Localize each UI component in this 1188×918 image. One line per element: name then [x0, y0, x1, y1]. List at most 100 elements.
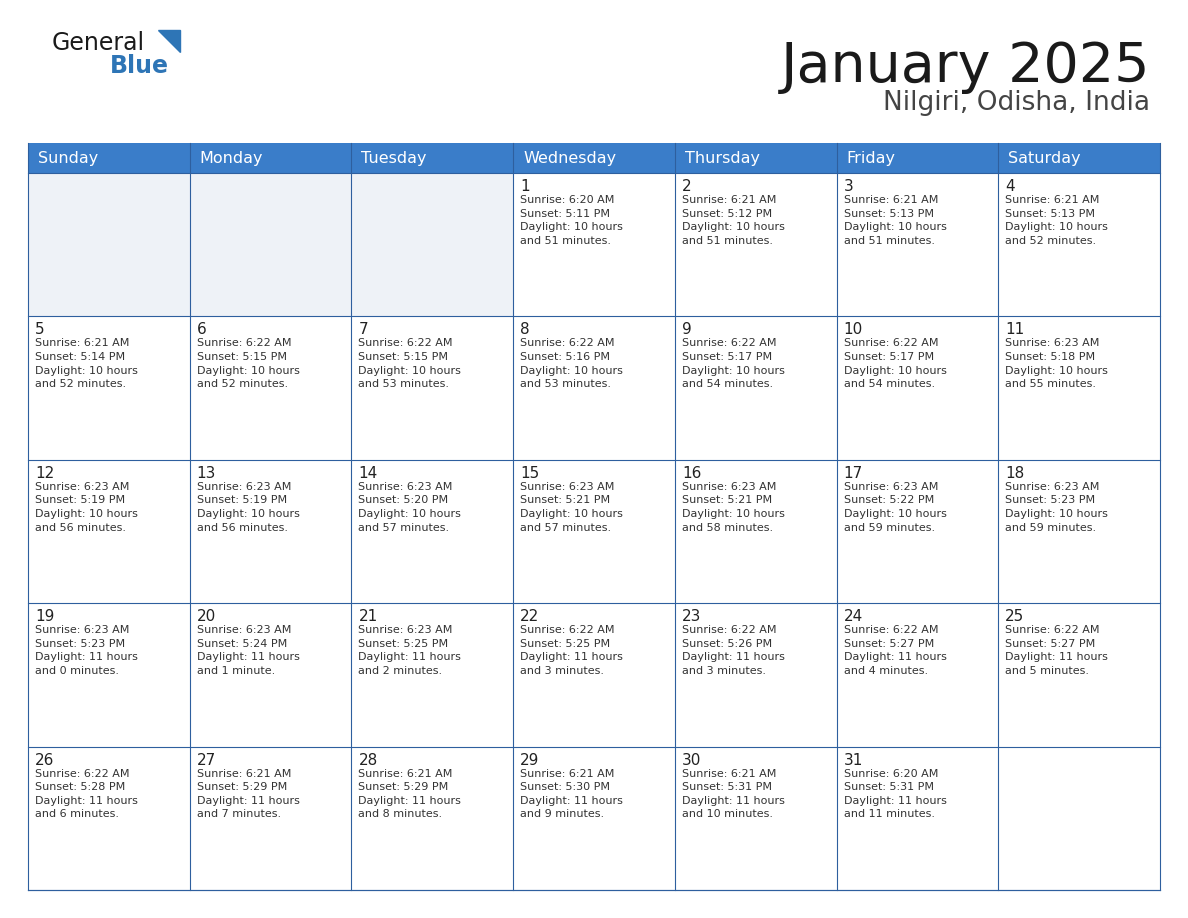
Text: Sunrise: 6:22 AM
Sunset: 5:25 PM
Daylight: 11 hours
and 3 minutes.: Sunrise: 6:22 AM Sunset: 5:25 PM Dayligh…	[520, 625, 623, 676]
Bar	[29, 173, 190, 317]
Text: 22: 22	[520, 610, 539, 624]
Text: Sunrise: 6:22 AM
Sunset: 5:15 PM
Daylight: 10 hours
and 53 minutes.: Sunrise: 6:22 AM Sunset: 5:15 PM Dayligh…	[359, 339, 461, 389]
Text: Sunrise: 6:21 AM
Sunset: 5:13 PM
Daylight: 10 hours
and 51 minutes.: Sunrise: 6:21 AM Sunset: 5:13 PM Dayligh…	[843, 195, 947, 246]
Text: Sunrise: 6:21 AM
Sunset: 5:29 PM
Daylight: 11 hours
and 7 minutes.: Sunrise: 6:21 AM Sunset: 5:29 PM Dayligh…	[197, 768, 299, 820]
Text: 28: 28	[359, 753, 378, 767]
Bar	[29, 603, 190, 746]
Text: 9: 9	[682, 322, 691, 338]
Bar	[513, 317, 675, 460]
Text: Sunrise: 6:21 AM
Sunset: 5:13 PM
Daylight: 10 hours
and 52 minutes.: Sunrise: 6:21 AM Sunset: 5:13 PM Dayligh…	[1005, 195, 1108, 246]
Text: Sunrise: 6:21 AM
Sunset: 5:29 PM
Daylight: 11 hours
and 8 minutes.: Sunrise: 6:21 AM Sunset: 5:29 PM Dayligh…	[359, 768, 461, 820]
Text: Sunrise: 6:23 AM
Sunset: 5:23 PM
Daylight: 10 hours
and 59 minutes.: Sunrise: 6:23 AM Sunset: 5:23 PM Dayligh…	[1005, 482, 1108, 532]
Text: 10: 10	[843, 322, 862, 338]
Text: 6: 6	[197, 322, 207, 338]
Bar	[836, 746, 998, 890]
Text: Blue: Blue	[110, 54, 169, 78]
Text: 13: 13	[197, 465, 216, 481]
Bar	[513, 460, 675, 603]
Text: Sunrise: 6:23 AM
Sunset: 5:25 PM
Daylight: 11 hours
and 2 minutes.: Sunrise: 6:23 AM Sunset: 5:25 PM Dayligh…	[359, 625, 461, 676]
Bar	[190, 317, 352, 460]
Bar	[29, 317, 190, 460]
Bar	[998, 460, 1159, 603]
Text: Sunrise: 6:23 AM
Sunset: 5:19 PM
Daylight: 10 hours
and 56 minutes.: Sunrise: 6:23 AM Sunset: 5:19 PM Dayligh…	[34, 482, 138, 532]
Text: 31: 31	[843, 753, 862, 767]
Text: 5: 5	[34, 322, 45, 338]
Bar	[190, 173, 352, 317]
Text: Sunrise: 6:22 AM
Sunset: 5:28 PM
Daylight: 11 hours
and 6 minutes.: Sunrise: 6:22 AM Sunset: 5:28 PM Dayligh…	[34, 768, 138, 820]
Text: Sunrise: 6:22 AM
Sunset: 5:27 PM
Daylight: 11 hours
and 4 minutes.: Sunrise: 6:22 AM Sunset: 5:27 PM Dayligh…	[843, 625, 947, 676]
Text: Sunrise: 6:22 AM
Sunset: 5:16 PM
Daylight: 10 hours
and 53 minutes.: Sunrise: 6:22 AM Sunset: 5:16 PM Dayligh…	[520, 339, 623, 389]
Bar	[513, 173, 675, 317]
Text: 19: 19	[34, 610, 55, 624]
Text: Sunrise: 6:23 AM
Sunset: 5:19 PM
Daylight: 10 hours
and 56 minutes.: Sunrise: 6:23 AM Sunset: 5:19 PM Dayligh…	[197, 482, 299, 532]
Text: 15: 15	[520, 465, 539, 481]
Text: 27: 27	[197, 753, 216, 767]
Text: Monday: Monday	[200, 151, 264, 165]
Text: Thursday: Thursday	[684, 151, 760, 165]
Text: 24: 24	[843, 610, 862, 624]
Bar	[29, 143, 1159, 173]
Text: 23: 23	[682, 610, 701, 624]
Bar	[190, 603, 352, 746]
Text: Sunrise: 6:22 AM
Sunset: 5:15 PM
Daylight: 10 hours
and 52 minutes.: Sunrise: 6:22 AM Sunset: 5:15 PM Dayligh…	[197, 339, 299, 389]
Text: Sunrise: 6:23 AM
Sunset: 5:24 PM
Daylight: 11 hours
and 1 minute.: Sunrise: 6:23 AM Sunset: 5:24 PM Dayligh…	[197, 625, 299, 676]
Text: Sunrise: 6:23 AM
Sunset: 5:21 PM
Daylight: 10 hours
and 57 minutes.: Sunrise: 6:23 AM Sunset: 5:21 PM Dayligh…	[520, 482, 623, 532]
Bar	[675, 460, 836, 603]
Text: Sunrise: 6:23 AM
Sunset: 5:21 PM
Daylight: 10 hours
and 58 minutes.: Sunrise: 6:23 AM Sunset: 5:21 PM Dayligh…	[682, 482, 785, 532]
Text: Sunrise: 6:20 AM
Sunset: 5:11 PM
Daylight: 10 hours
and 51 minutes.: Sunrise: 6:20 AM Sunset: 5:11 PM Dayligh…	[520, 195, 623, 246]
Text: 14: 14	[359, 465, 378, 481]
Text: Sunday: Sunday	[38, 151, 99, 165]
Text: 4: 4	[1005, 179, 1015, 194]
Text: Sunrise: 6:21 AM
Sunset: 5:12 PM
Daylight: 10 hours
and 51 minutes.: Sunrise: 6:21 AM Sunset: 5:12 PM Dayligh…	[682, 195, 785, 246]
Text: 25: 25	[1005, 610, 1024, 624]
Bar	[998, 173, 1159, 317]
Text: 16: 16	[682, 465, 701, 481]
Bar	[29, 460, 190, 603]
Bar	[998, 603, 1159, 746]
Bar	[836, 460, 998, 603]
Text: 21: 21	[359, 610, 378, 624]
Text: 20: 20	[197, 610, 216, 624]
Text: Wednesday: Wednesday	[523, 151, 617, 165]
Bar	[998, 317, 1159, 460]
Bar	[513, 603, 675, 746]
Text: Sunrise: 6:22 AM
Sunset: 5:17 PM
Daylight: 10 hours
and 54 minutes.: Sunrise: 6:22 AM Sunset: 5:17 PM Dayligh…	[682, 339, 785, 389]
Text: 8: 8	[520, 322, 530, 338]
Text: 11: 11	[1005, 322, 1024, 338]
Text: Sunrise: 6:21 AM
Sunset: 5:30 PM
Daylight: 11 hours
and 9 minutes.: Sunrise: 6:21 AM Sunset: 5:30 PM Dayligh…	[520, 768, 623, 820]
Text: 17: 17	[843, 465, 862, 481]
Polygon shape	[158, 30, 181, 52]
Bar	[190, 460, 352, 603]
Bar	[190, 746, 352, 890]
Text: 2: 2	[682, 179, 691, 194]
Text: Sunrise: 6:22 AM
Sunset: 5:17 PM
Daylight: 10 hours
and 54 minutes.: Sunrise: 6:22 AM Sunset: 5:17 PM Dayligh…	[843, 339, 947, 389]
Text: Sunrise: 6:23 AM
Sunset: 5:20 PM
Daylight: 10 hours
and 57 minutes.: Sunrise: 6:23 AM Sunset: 5:20 PM Dayligh…	[359, 482, 461, 532]
Text: 12: 12	[34, 465, 55, 481]
Bar	[352, 603, 513, 746]
Text: Sunrise: 6:23 AM
Sunset: 5:22 PM
Daylight: 10 hours
and 59 minutes.: Sunrise: 6:23 AM Sunset: 5:22 PM Dayligh…	[843, 482, 947, 532]
Text: Sunrise: 6:21 AM
Sunset: 5:14 PM
Daylight: 10 hours
and 52 minutes.: Sunrise: 6:21 AM Sunset: 5:14 PM Dayligh…	[34, 339, 138, 389]
Text: 1: 1	[520, 179, 530, 194]
Text: January 2025: January 2025	[781, 40, 1150, 94]
Bar	[836, 173, 998, 317]
Bar	[675, 173, 836, 317]
Text: Sunrise: 6:23 AM
Sunset: 5:18 PM
Daylight: 10 hours
and 55 minutes.: Sunrise: 6:23 AM Sunset: 5:18 PM Dayligh…	[1005, 339, 1108, 389]
Bar	[352, 460, 513, 603]
Text: Tuesday: Tuesday	[361, 151, 426, 165]
Text: Sunrise: 6:22 AM
Sunset: 5:27 PM
Daylight: 11 hours
and 5 minutes.: Sunrise: 6:22 AM Sunset: 5:27 PM Dayligh…	[1005, 625, 1108, 676]
Text: Sunrise: 6:23 AM
Sunset: 5:23 PM
Daylight: 11 hours
and 0 minutes.: Sunrise: 6:23 AM Sunset: 5:23 PM Dayligh…	[34, 625, 138, 676]
Bar	[675, 603, 836, 746]
Bar	[836, 317, 998, 460]
Bar	[675, 746, 836, 890]
Text: Sunrise: 6:22 AM
Sunset: 5:26 PM
Daylight: 11 hours
and 3 minutes.: Sunrise: 6:22 AM Sunset: 5:26 PM Dayligh…	[682, 625, 785, 676]
Bar	[998, 746, 1159, 890]
Text: Friday: Friday	[847, 151, 896, 165]
Bar	[29, 746, 190, 890]
Text: 29: 29	[520, 753, 539, 767]
Text: Sunrise: 6:21 AM
Sunset: 5:31 PM
Daylight: 11 hours
and 10 minutes.: Sunrise: 6:21 AM Sunset: 5:31 PM Dayligh…	[682, 768, 785, 820]
Text: Sunrise: 6:20 AM
Sunset: 5:31 PM
Daylight: 11 hours
and 11 minutes.: Sunrise: 6:20 AM Sunset: 5:31 PM Dayligh…	[843, 768, 947, 820]
Text: 7: 7	[359, 322, 368, 338]
Bar	[352, 746, 513, 890]
Text: 26: 26	[34, 753, 55, 767]
Bar	[352, 317, 513, 460]
